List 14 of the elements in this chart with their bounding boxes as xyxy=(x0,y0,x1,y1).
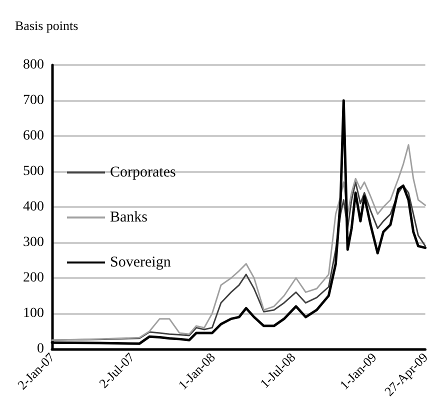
y-tick-label: 800 xyxy=(23,58,44,72)
y-tick-label: 500 xyxy=(23,164,44,179)
y-tick-label: 100 xyxy=(23,306,44,321)
line-series xyxy=(51,144,426,341)
y-tick-label: 400 xyxy=(23,200,44,214)
legend-label: Sovereign xyxy=(110,254,172,270)
y-tick-label: 700 xyxy=(23,93,44,108)
legend-label: Banks xyxy=(110,210,148,226)
y-tick-label: 0 xyxy=(37,342,44,356)
legend-label: Corporates xyxy=(110,164,176,180)
y-tick-label: 600 xyxy=(23,128,44,144)
y-tick-label: 200 xyxy=(23,270,44,286)
y-tick-label: 300 xyxy=(23,235,44,250)
y-axis-title: Basis points xyxy=(15,18,78,33)
